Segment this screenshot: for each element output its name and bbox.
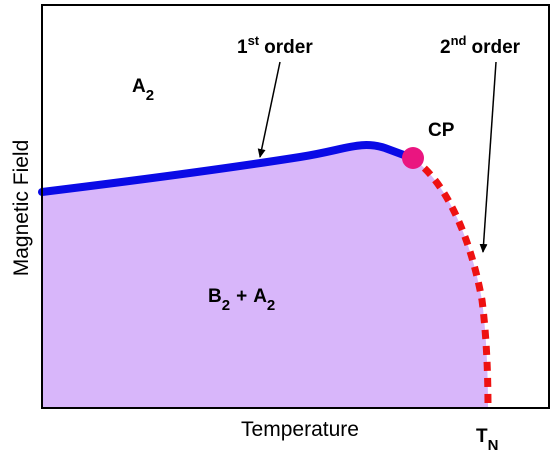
label-part: + [236,286,247,307]
cp-label: CP [428,120,455,141]
x-axis-label: Temperature [241,418,359,441]
label-part: order [471,37,520,58]
neel-temperature-label: TN [476,426,498,454]
first-order-line [38,141,416,196]
critical-point [402,147,424,169]
label-part: 2 [222,297,230,314]
second-order-line [409,155,492,409]
label-part: N [488,437,499,454]
arrow-first-order [257,61,281,158]
label-part: T [476,426,488,447]
label-part: 1 [237,37,248,58]
label-part: B [208,286,222,307]
first-order-label: 1st order [237,33,313,58]
label-part: 2 [440,37,451,58]
label-part: 2 [267,297,275,314]
region-b2a2-label: B2 + A2 [208,286,275,314]
label-part: order [264,37,313,58]
label-part: A [253,286,267,307]
second-order-label: 2nd order [440,33,521,58]
label-part: A [132,76,146,97]
arrow-second-order [479,61,497,253]
label-part: st [248,33,260,48]
label-part: 2 [146,87,154,104]
label-part: nd [451,33,467,48]
region-a2-label: A2 [132,76,154,104]
plot-frame [41,4,550,409]
y-axis-label: Magnetic Field [10,140,33,277]
mixed-phase-region [42,145,488,409]
